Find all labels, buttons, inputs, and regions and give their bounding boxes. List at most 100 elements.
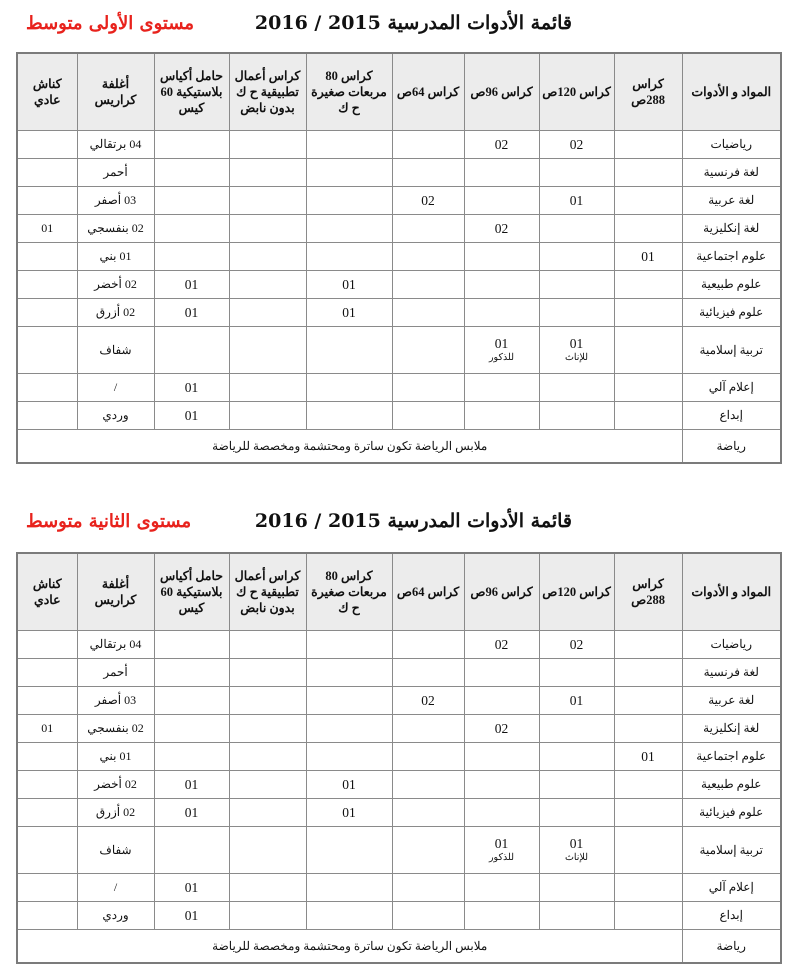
quantity-value: 02 xyxy=(494,220,509,236)
cell-subject: لغة عربية xyxy=(681,186,782,215)
cell-applied xyxy=(228,242,307,271)
quantity-value: 02 xyxy=(494,636,509,652)
cell-k64 xyxy=(391,658,465,687)
cell-k80sq xyxy=(305,742,393,771)
cell-k288 xyxy=(613,158,683,187)
cell-k96 xyxy=(463,242,540,271)
cell-applied xyxy=(228,742,307,771)
cell-k120 xyxy=(538,298,615,327)
cell-applied xyxy=(228,770,307,799)
cell-k288 xyxy=(613,373,683,402)
cell-k120: 01 للإناث xyxy=(538,326,615,374)
cell-bags xyxy=(153,214,230,243)
cell-subject: علوم طبيعية xyxy=(681,270,782,299)
cell-k120 xyxy=(538,742,615,771)
quantity-value: 02 xyxy=(569,136,584,152)
cell-bags xyxy=(153,158,230,187)
cell-applied xyxy=(228,798,307,827)
cell-subject: علوم فيزيائية xyxy=(681,298,782,327)
cell-k96: 02 xyxy=(463,130,540,159)
quantity-value: 01 xyxy=(494,336,509,352)
cell-subject: علوم اجتماعية xyxy=(681,742,782,771)
cell-subject: رياضيات xyxy=(681,630,782,659)
cell-k288 xyxy=(613,770,683,799)
column-header-applied: كراس أعمال تطبيقية ح ك بدون نابض xyxy=(228,52,307,131)
table-row: علوم فيزيائية 01 01 02 أزرق xyxy=(16,298,782,327)
cell-covers: 02 أخضر xyxy=(76,770,155,799)
cell-k96 xyxy=(463,298,540,327)
cell-bags xyxy=(153,130,230,159)
cell-covers: 02 أخضر xyxy=(76,270,155,299)
cell-bags xyxy=(153,186,230,215)
cell-k64 xyxy=(391,770,465,799)
cell-k96: 02 xyxy=(463,714,540,743)
cell-bags xyxy=(153,242,230,271)
cell-k80sq xyxy=(305,186,393,215)
quantity-value: 01 xyxy=(342,304,356,320)
column-header-k80sq: كراس 80 مربعات صغيرة ح ك xyxy=(305,552,393,631)
cell-k80sq xyxy=(305,826,393,874)
page-title: قائمة الأدوات المدرسية 2015 / 2016 xyxy=(254,12,572,34)
quantity-value: 02 xyxy=(494,136,509,152)
cell-k120 xyxy=(538,714,615,743)
cell-k120 xyxy=(538,770,615,799)
cell-k64 xyxy=(391,873,465,902)
cell-k120 xyxy=(538,270,615,299)
quantity-note: للذكور xyxy=(488,353,515,363)
quantity-note: للذكور xyxy=(488,853,515,863)
cell-k64: 02 xyxy=(391,686,465,715)
cell-notebook xyxy=(16,630,78,659)
cell-k96 xyxy=(463,742,540,771)
quantity-value: 01 xyxy=(641,248,655,264)
cell-k120 xyxy=(538,658,615,687)
cell-k64 xyxy=(391,158,465,187)
table-row: تربية إسلامية 01 للإناث 01 للذكور شفاف xyxy=(16,826,782,874)
title-bar: قائمة الأدوات المدرسية 2015 / 2016 مستوى… xyxy=(0,502,800,552)
column-header-subject: المواد و الأدوات xyxy=(681,552,782,631)
cell-k96 xyxy=(463,873,540,902)
cell-k120: 02 xyxy=(538,630,615,659)
cell-covers: وردي xyxy=(76,901,155,930)
cell-k288 xyxy=(613,298,683,327)
table-footer-row: رياضة ملابس الرياضة تكون ساترة ومحتشمة وم… xyxy=(16,429,782,464)
cell-notebook xyxy=(16,242,78,271)
cell-notebook xyxy=(16,270,78,299)
column-header-subject: المواد و الأدوات xyxy=(681,52,782,131)
cell-covers: / xyxy=(76,873,155,902)
column-header-k80sq: كراس 80 مربعات صغيرة ح ك xyxy=(305,52,393,131)
quantity-value: 01 xyxy=(184,879,199,895)
cell-applied xyxy=(228,901,307,930)
quantity-note: للإناث xyxy=(564,353,589,363)
cell-k96 xyxy=(463,770,540,799)
cell-notebook: 01 xyxy=(16,214,78,243)
cell-k120 xyxy=(538,158,615,187)
cell-k120 xyxy=(538,901,615,930)
cell-covers: 03 أصفر xyxy=(76,186,155,215)
cell-k80sq xyxy=(305,714,393,743)
cell-k80sq: 01 xyxy=(305,270,393,299)
table-row: علوم اجتماعية 01 01 بني xyxy=(16,242,782,271)
supplies-sheet-level-1: قائمة الأدوات المدرسية 2015 / 2016 مستوى… xyxy=(0,0,800,464)
cell-subject: علوم طبيعية xyxy=(681,770,782,799)
quantity-value: 01 xyxy=(641,748,655,764)
cell-applied xyxy=(228,714,307,743)
cell-k80sq xyxy=(305,214,393,243)
cell-subject: رياضة xyxy=(681,929,782,964)
cell-applied xyxy=(228,826,307,874)
cell-covers: / xyxy=(76,373,155,402)
cell-k120 xyxy=(538,214,615,243)
cell-k120: 01 xyxy=(538,186,615,215)
cell-bags xyxy=(153,658,230,687)
table-row: إبداع 01 وردي xyxy=(16,401,782,430)
cell-covers: 01 بني xyxy=(76,742,155,771)
cell-bags xyxy=(153,714,230,743)
cell-k80sq xyxy=(305,901,393,930)
quantity-value: 01 xyxy=(184,379,199,395)
table-header-row: المواد و الأدوات كراس 288ص كراس 120ص كرا… xyxy=(16,552,782,631)
cell-k120 xyxy=(538,798,615,827)
cell-k96 xyxy=(463,658,540,687)
cell-k288 xyxy=(613,186,683,215)
level-label: مستوى الأولى متوسط xyxy=(26,13,195,34)
cell-subject: علوم فيزيائية xyxy=(681,798,782,827)
cell-covers: 02 أزرق xyxy=(76,298,155,327)
